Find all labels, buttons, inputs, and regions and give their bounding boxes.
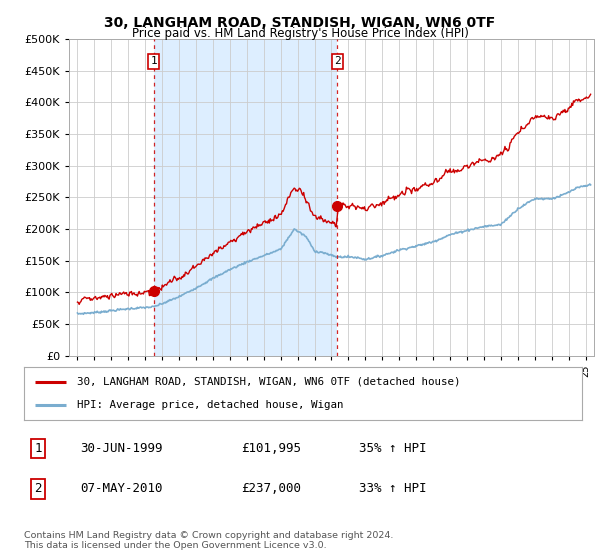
Text: 30-JUN-1999: 30-JUN-1999 bbox=[80, 442, 162, 455]
Bar bbox=[154, 39, 337, 356]
Text: 1: 1 bbox=[34, 442, 42, 455]
Text: 30, LANGHAM ROAD, STANDISH, WIGAN, WN6 0TF: 30, LANGHAM ROAD, STANDISH, WIGAN, WN6 0… bbox=[104, 16, 496, 30]
Text: 2: 2 bbox=[34, 482, 42, 496]
Text: Contains HM Land Registry data © Crown copyright and database right 2024.
This d: Contains HM Land Registry data © Crown c… bbox=[24, 530, 394, 550]
Text: 33% ↑ HPI: 33% ↑ HPI bbox=[359, 482, 426, 496]
Text: 35% ↑ HPI: 35% ↑ HPI bbox=[359, 442, 426, 455]
Text: 1: 1 bbox=[151, 57, 157, 66]
Text: HPI: Average price, detached house, Wigan: HPI: Average price, detached house, Wiga… bbox=[77, 400, 344, 410]
Text: 2: 2 bbox=[334, 57, 341, 66]
Text: Price paid vs. HM Land Registry's House Price Index (HPI): Price paid vs. HM Land Registry's House … bbox=[131, 27, 469, 40]
Text: £237,000: £237,000 bbox=[242, 482, 302, 496]
Text: 07-MAY-2010: 07-MAY-2010 bbox=[80, 482, 162, 496]
Text: £101,995: £101,995 bbox=[242, 442, 302, 455]
Text: 30, LANGHAM ROAD, STANDISH, WIGAN, WN6 0TF (detached house): 30, LANGHAM ROAD, STANDISH, WIGAN, WN6 0… bbox=[77, 377, 461, 387]
